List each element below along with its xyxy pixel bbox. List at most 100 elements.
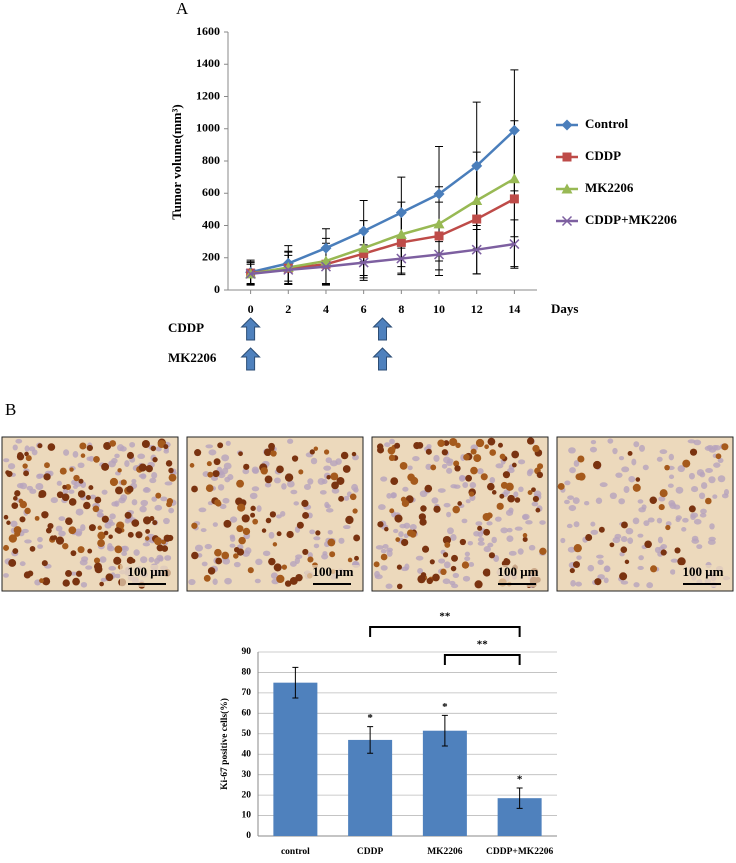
stained-nucleus [252,518,259,525]
stained-nucleus [496,502,504,510]
nucleus [517,548,524,555]
nucleus [638,555,644,561]
nucleus [29,488,37,494]
stained-nucleus [526,437,535,445]
stained-nucleus [189,463,195,468]
nucleus [568,504,577,512]
marker [561,119,573,131]
stained-nucleus [109,440,117,447]
stained-nucleus [511,450,520,459]
marker [396,237,406,247]
stained-nucleus [429,559,435,565]
nucleus [528,544,536,551]
stained-nucleus [3,514,9,520]
nucleus [289,560,297,567]
nucleus [569,467,576,474]
stained-nucleus [166,501,173,508]
nucleus [224,577,232,585]
nucleus [163,517,170,525]
nucleus [506,535,514,543]
stained-nucleus [281,564,288,570]
nucleus [500,527,508,534]
nucleus [495,463,504,469]
nucleus [656,517,663,524]
stained-nucleus [34,515,40,521]
stained-nucleus [489,449,497,456]
stained-nucleus [62,484,67,490]
stained-nucleus [103,530,109,536]
stained-nucleus [286,530,294,539]
stained-nucleus [52,535,58,540]
x-tick-label: 6 [361,302,367,316]
stained-nucleus [394,514,403,523]
nucleus [620,536,628,543]
stained-nucleus [486,512,493,519]
stained-nucleus [235,497,243,506]
marker [471,244,482,255]
nucleus [637,499,644,504]
stained-nucleus [401,538,409,547]
stained-nucleus [511,462,517,468]
stained-nucleus [45,527,52,534]
nucleus [80,524,86,531]
stained-nucleus [234,546,240,553]
stained-nucleus [113,556,122,565]
stained-nucleus [77,490,86,498]
nucleus [527,468,534,475]
y-tick-label: 80 [242,668,252,678]
nucleus [148,556,155,563]
nucleus [100,577,107,582]
nucleus [446,511,452,518]
legend-label: Control [585,116,628,131]
nucleus [225,440,231,446]
nucleus [219,503,227,510]
stained-nucleus [500,481,508,489]
nucleus [708,476,716,484]
stained-nucleus [126,451,135,459]
panel-label: B [5,400,16,419]
stained-nucleus [41,560,48,567]
stained-nucleus [432,573,440,582]
nucleus [322,551,328,556]
stained-nucleus [272,542,278,547]
scale-bg [675,565,729,587]
nucleus [513,491,519,498]
scale-bg [490,565,544,587]
nucleus [120,494,128,502]
nucleus [433,454,440,462]
nucleus [313,543,320,549]
nucleus [124,460,130,467]
nucleus [107,543,113,550]
marker [472,214,482,224]
stained-nucleus [609,542,615,548]
stained-nucleus [108,534,113,539]
nucleus [584,501,590,506]
nucleus [229,535,236,542]
stained-nucleus [97,539,105,547]
stained-nucleus [27,570,34,577]
nucleus [293,501,300,506]
nucleus [441,463,448,469]
stained-nucleus [43,473,51,481]
stained-nucleus [388,454,396,462]
marker [395,207,407,219]
stained-nucleus [440,568,447,576]
stained-nucleus [313,446,319,451]
stained-nucleus [194,449,202,457]
marker [471,195,483,206]
stained-nucleus [143,516,152,525]
treatment-arrow [240,347,261,371]
stained-nucleus [658,504,665,511]
marker [358,242,370,253]
nucleus [637,565,644,571]
nucleus [483,546,491,553]
nucleus [564,499,570,505]
nucleus [643,520,650,527]
stained-nucleus [124,511,132,519]
nucleus [638,444,646,452]
nucleus [659,449,668,455]
bar [273,682,318,836]
nucleus [200,528,207,533]
nucleus [129,441,136,448]
stained-nucleus [441,449,449,456]
